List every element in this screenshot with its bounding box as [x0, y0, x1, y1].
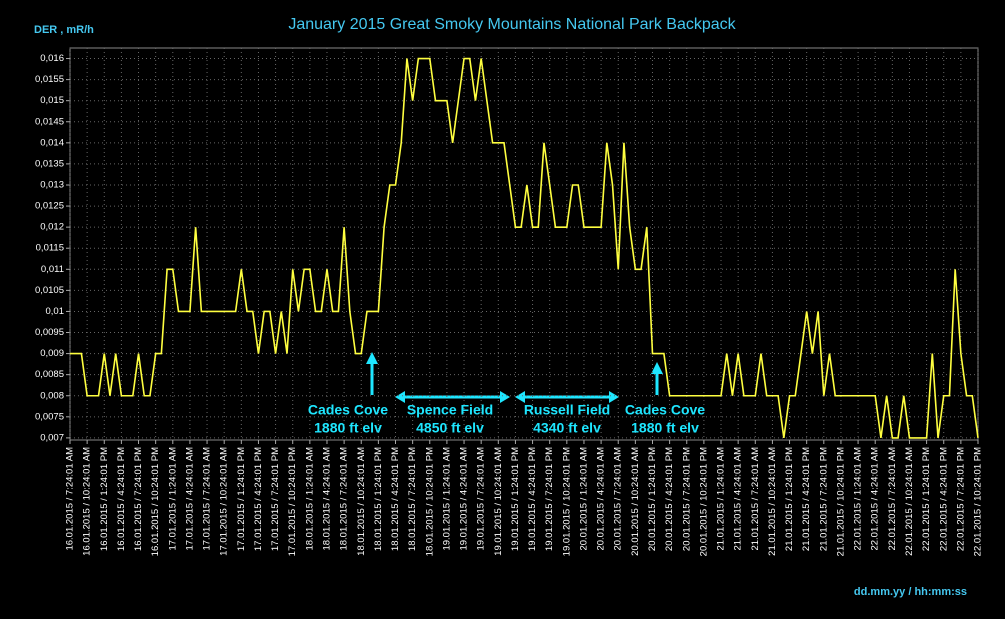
annotation: Russell Field [524, 402, 610, 418]
x-tick-label: 18.01.2015 / 10:24:01 AM [356, 447, 367, 556]
y-tick-label: 0,007 [40, 432, 64, 443]
x-tick-label: 18.01.2015 / 7:24:01 PM [407, 447, 418, 551]
x-tick-label: 20.01.2015 / 7:24:01 PM [681, 447, 692, 551]
x-axis-label: dd.mm.yy / hh:mm:ss [854, 586, 967, 598]
y-tick-label: 0,008 [40, 390, 64, 401]
x-tick-label: 18.01.2015 / 4:24:01 PM [390, 447, 401, 551]
y-tick-label: 0,0095 [35, 327, 64, 338]
annotation: Cades Cove [308, 402, 388, 418]
x-tick-label: 21.01.2015 / 10:24:01 PM [835, 447, 846, 556]
x-tick-label: 18.01.2015 / 4:24:01 AM [321, 447, 332, 551]
x-tick-label: 21.01.2015 / 4:24:01 AM [733, 447, 744, 551]
arrow-head [395, 391, 405, 403]
y-tick-label: 0,0135 [35, 158, 64, 169]
y-tick-label: 0,011 [41, 264, 64, 275]
y-tick-label: 0,015 [40, 95, 64, 106]
y-tick-label: 0,0085 [35, 369, 64, 380]
x-tick-label: 18.01.2015 / 7:24:01 AM [339, 447, 350, 551]
x-tick-label: 22.01.2015 / 4:24:01 PM [938, 447, 949, 551]
x-tick-label: 21.01.2015 / 10:24:01 AM [767, 447, 778, 556]
x-tick-label: 17.01.2015 / 7:24:01 AM [202, 447, 213, 551]
x-tick-label: 18.01.2015 / 10:24:01 PM [424, 447, 435, 556]
x-tick-label: 16.01.2015 / 7:24:01 PM [133, 447, 144, 551]
y-tick-label: 0,009 [40, 348, 64, 359]
x-tick-label: 19.01.2015 / 1:24:01 PM [510, 447, 521, 551]
x-tick-label: 21.01.2015 / 4:24:01 PM [801, 447, 812, 551]
x-tick-label: 20.01.2015 / 7:24:01 AM [613, 447, 624, 551]
y-tick-label: 0,013 [40, 180, 64, 191]
annotation: 1880 ft elv [314, 420, 382, 436]
x-tick-label: 21.01.2015 / 7:24:01 AM [750, 447, 761, 551]
y-tick-label: 0,0125 [35, 201, 64, 212]
x-tick-label: 22.01.2015 / 1:24:01 AM [853, 447, 864, 551]
x-tick-label: 22.01.2015 / 7:24:01 AM [887, 447, 898, 551]
x-tick-label: 17.01.2015 / 1:24:01 PM [236, 447, 247, 551]
x-tick-label: 19.01.2015 / 1:24:01 AM [441, 447, 452, 551]
x-tick-label: 20.01.2015 / 1:24:01 AM [578, 447, 589, 551]
x-tick-label: 19.01.2015 / 7:24:01 PM [544, 447, 555, 551]
y-tick-label: 0,012 [40, 222, 64, 233]
x-tick-label: 21.01.2015 / 1:24:01 PM [784, 447, 795, 551]
x-tick-label: 21.01.2015 / 7:24:01 PM [818, 447, 829, 551]
x-tick-label: 19.01.2015 / 10:24:01 AM [493, 447, 504, 556]
x-tick-label: 19.01.2015 / 4:24:01 PM [527, 447, 538, 551]
x-tick-label: 20.01.2015 / 4:24:01 AM [596, 447, 607, 551]
x-tick-label: 17.01.2015 / 4:24:01 PM [253, 447, 264, 551]
y-tick-label: 0,014 [40, 137, 64, 148]
annotation: 4850 ft elv [416, 420, 484, 436]
y-tick-label: 0,0145 [35, 116, 64, 127]
arrow-head [366, 352, 378, 364]
y-tick-label: 0,0115 [36, 243, 64, 254]
annotation: Cades Cove [625, 402, 705, 418]
y-tick-label: 0,0075 [35, 411, 64, 422]
x-tick-label: 22.01.2015 / 7:24:01 PM [955, 447, 966, 551]
x-tick-label: 22.01.2015 / 10:24:01 AM [904, 447, 915, 556]
arrow-head [609, 391, 619, 403]
x-tick-label: 22.01.2015 / 1:24:01 PM [921, 447, 932, 551]
arrow-head [651, 362, 663, 374]
x-tick-label: 19.01.2015 / 7:24:01 AM [476, 447, 487, 551]
data-line [70, 57, 979, 439]
x-tick-label: 17.01.2015 / 10:24:01 AM [219, 447, 230, 556]
x-tick-label: 19.01.2015 / 4:24:01 AM [459, 447, 470, 551]
chart-title: January 2015 Great Smoky Mountains Natio… [288, 16, 736, 33]
x-tick-label: 22.01.2015 / 4:24:01 AM [870, 447, 881, 551]
x-tick-label: 20.01.2015 / 10:24:01 AM [630, 447, 641, 556]
x-tick-label: 17.01.2015 / 10:24:01 PM [287, 447, 298, 556]
x-tick-label: 22.01.2015 / 10:24:01 PM [973, 447, 984, 556]
annotation: 4340 ft elv [533, 420, 601, 436]
x-tick-label: 20.01.2015 / 4:24:01 PM [664, 447, 675, 551]
x-tick-label: 19.01.2015 / 10:24:01 PM [561, 447, 572, 556]
y-tick-label: 0,0105 [35, 285, 64, 296]
x-tick-label: 20.01.2015 / 1:24:01 PM [647, 447, 658, 551]
annotation: Spence Field [407, 402, 493, 418]
arrow-head [515, 391, 525, 403]
x-tick-label: 21.01.2015 / 1:24:01 AM [716, 447, 727, 551]
x-tick-label: 18.01.2015 / 1:24:01 PM [373, 447, 384, 551]
arrow-head [500, 391, 510, 403]
x-tick-label: 20.01.2015 / 10:24:01 PM [698, 447, 709, 556]
y-tick-label: 0,01 [46, 306, 65, 317]
x-tick-label: 17.01.2015 / 1:24:01 AM [167, 447, 178, 551]
x-tick-label: 16.01.2015 / 7:24:01 AM [65, 447, 76, 551]
x-tick-label: 18.01.2015 / 1:24:01 AM [304, 447, 315, 551]
x-tick-label: 16.01.2015 / 1:24:01 PM [99, 447, 110, 551]
x-tick-label: 16.01.2015 / 10:24:01 PM [150, 447, 161, 556]
y-axis-label: DER , mR/h [34, 24, 94, 36]
x-tick-label: 17.01.2015 / 4:24:01 AM [184, 447, 195, 551]
x-tick-label: 17.01.2015 / 7:24:01 PM [270, 447, 281, 551]
y-tick-label: 0,0155 [35, 74, 64, 85]
x-tick-label: 16.01.2015 / 10:24:01 AM [82, 447, 93, 556]
y-tick-label: 0,016 [40, 53, 64, 64]
x-tick-label: 16.01.2015 / 4:24:01 PM [116, 447, 127, 551]
annotation: 1880 ft elv [631, 420, 699, 436]
